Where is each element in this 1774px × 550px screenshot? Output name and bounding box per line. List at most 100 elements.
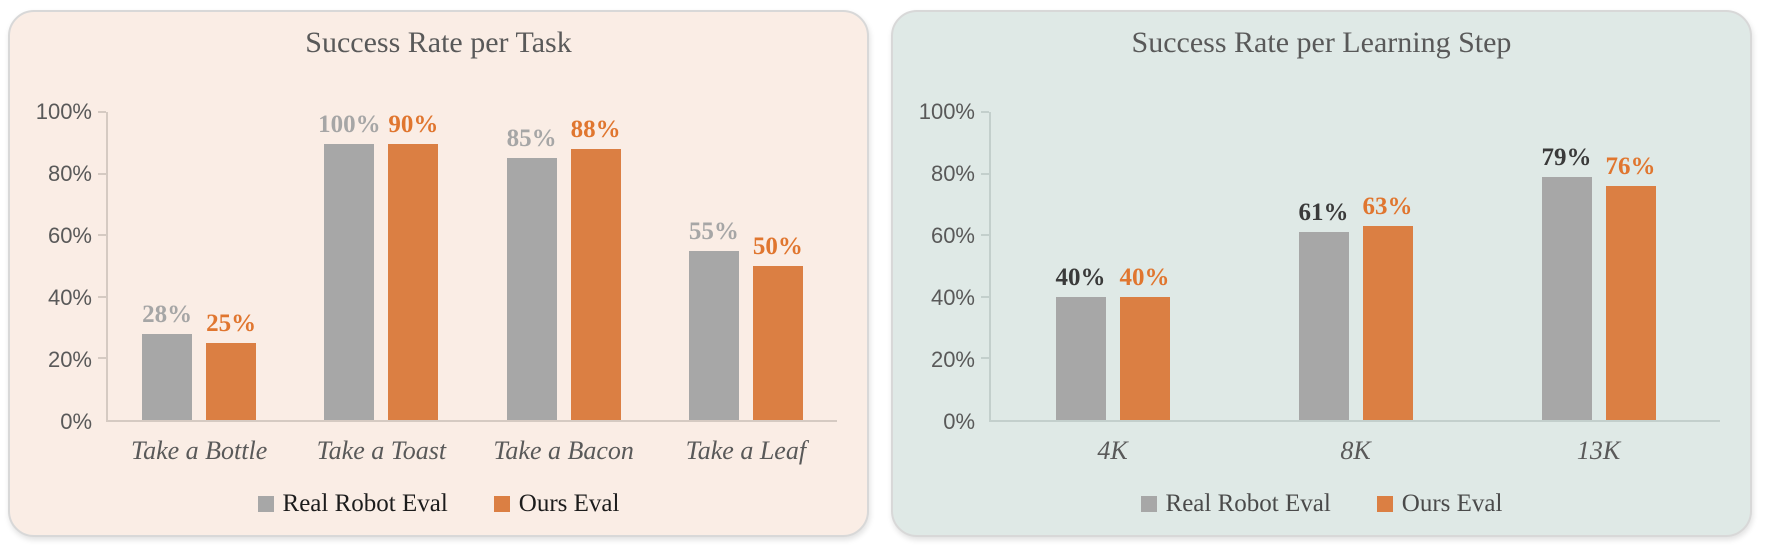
bar-group: 40% 40% — [991, 112, 1234, 420]
bar-wrapper: 85% — [506, 112, 557, 420]
bar-value-label: 85% — [506, 125, 557, 153]
bar — [324, 144, 375, 420]
bar-wrapper: 28% — [142, 112, 193, 420]
legend-item: Real Robot Eval — [257, 490, 448, 518]
bar-group: 55% 50% — [655, 112, 837, 420]
y-axis-tick-label: 0% — [60, 409, 92, 434]
y-axis-tick-mark — [981, 111, 989, 113]
bar-wrapper: 55% — [688, 112, 739, 420]
bar — [1541, 176, 1592, 420]
y-axis-tick-mark — [981, 357, 989, 360]
bar-value-label: 100% — [318, 111, 381, 138]
bar-wrapper: 63% — [1362, 112, 1413, 420]
y-axis-tick-label: 40% — [47, 285, 92, 310]
bar-wrapper: 25% — [206, 112, 257, 420]
bar-value-label: 88% — [570, 115, 621, 143]
x-axis-label: Take a Bottle — [131, 436, 268, 465]
y-axis-tick-mark — [98, 357, 106, 360]
bar — [570, 148, 621, 420]
y-axis-tick-mark — [98, 172, 106, 175]
x-axis-labels: Take a Bottle Take a Toast Take a Bacon Tak… — [108, 436, 837, 466]
legend-swatch — [257, 496, 274, 512]
y-axis-tick-label: 80% — [47, 161, 92, 186]
bar — [206, 343, 257, 420]
x-axis-label: 13K — [1576, 436, 1621, 465]
bar-wrapper: 79% — [1541, 112, 1592, 420]
y-axis-tick-label: 80% — [930, 161, 975, 186]
x-axis-label: 4K — [1097, 436, 1128, 465]
y-axis-tick-label: 40% — [930, 285, 975, 310]
y-axis-tick-mark — [981, 172, 989, 175]
bar-groups: 40% 40% 61% 63% 79% 76% — [991, 112, 1720, 420]
bar-wrapper: 90% — [388, 111, 439, 420]
bar — [752, 266, 803, 420]
chart-title: Success Rate per Learning Step — [1131, 26, 1512, 59]
bar-value-label: 61% — [1298, 199, 1349, 227]
y-axis: 0% 20% 40% 60% 80% 100% — [909, 99, 989, 434]
chart-card-success-rate-per-task: Success Rate per Task 0% 20% 40% 60% 80% 100%… — [8, 10, 869, 537]
legend: Real Robot Eval Ours Eval — [10, 490, 867, 518]
y-axis-tick-mark — [981, 234, 989, 237]
bar — [1298, 232, 1349, 420]
bar-value-label: 50% — [752, 233, 803, 260]
bar-value-label: 63% — [1362, 192, 1413, 220]
y-axis-tick-label: 60% — [930, 223, 975, 248]
bar-value-label: 25% — [206, 310, 257, 337]
legend-label: Real Robot Eval — [282, 490, 448, 517]
x-axis-label: 8K — [1340, 436, 1371, 465]
bar-wrapper: 88% — [570, 112, 621, 420]
bar-wrapper: 100% — [318, 112, 381, 420]
bar-group: 61% 63% — [1234, 112, 1477, 420]
y-axis-tick-label: 20% — [47, 347, 92, 372]
bar — [688, 250, 739, 420]
chart-card-success-rate-per-learning-step: Success Rate per Learning Step 0% 20% 40% 6… — [891, 10, 1752, 537]
bar — [1055, 296, 1106, 420]
bar-group: 85% 88% — [473, 112, 655, 420]
y-axis-tick-label: 100% — [35, 99, 92, 124]
y-axis-tick-label: 100% — [918, 99, 975, 124]
plot-area: 40% 40% 61% 63% 79% 76% — [981, 111, 1720, 422]
plot-row: 0% 20% 40% 60% 80% 100% 28% 25% 100% 90% 85% 88% 55… — [26, 99, 837, 434]
plot-area: 28% 25% 100% 90% 85% 88% 55% 50% — [98, 111, 837, 422]
legend-label: Ours Eval — [518, 490, 620, 517]
bar-value-label: 90% — [388, 111, 439, 138]
bar-group: 100% 90% — [290, 112, 472, 420]
x-axis-label: Take a Bacon — [493, 436, 634, 465]
legend-item: Ours Eval — [1376, 490, 1503, 518]
y-axis-tick-mark — [98, 234, 106, 237]
legend-swatch — [493, 496, 510, 512]
x-axis-label: Take a Toast — [316, 436, 447, 465]
y-axis-tick-mark — [981, 295, 989, 298]
legend-item: Ours Eval — [493, 490, 620, 518]
bar-wrapper: 76% — [1605, 112, 1656, 420]
bar — [142, 333, 193, 420]
bar-value-label: 40% — [1119, 263, 1170, 291]
y-axis-tick-mark — [98, 111, 106, 113]
legend-item: Real Robot Eval — [1140, 490, 1331, 518]
bar — [506, 158, 557, 420]
bar — [1605, 185, 1656, 420]
legend-label: Ours Eval — [1401, 490, 1503, 517]
legend-label: Real Robot Eval — [1165, 490, 1331, 517]
bar-groups: 28% 25% 100% 90% 85% 88% 55% 50% — [108, 112, 837, 420]
bar-value-label: 79% — [1541, 143, 1592, 171]
chart-title: Success Rate per Task — [305, 26, 572, 59]
bar — [1362, 225, 1413, 420]
plot-row: 0% 20% 40% 60% 80% 100% 40% 40% 61% 63% 79% 76% — [909, 99, 1720, 434]
bar-wrapper: 61% — [1298, 112, 1349, 420]
y-axis: 0% 20% 40% 60% 80% 100% — [26, 99, 106, 434]
y-axis-tick-label: 0% — [943, 409, 975, 434]
bar-wrapper: 50% — [752, 112, 803, 420]
bar-group: 28% 25% — [108, 112, 290, 420]
bar — [388, 144, 439, 420]
bar-value-label: 28% — [142, 300, 193, 328]
bar-value-label: 76% — [1605, 152, 1656, 180]
y-axis-tick-label: 20% — [930, 347, 975, 372]
legend-swatch — [1140, 496, 1157, 512]
x-axis-label: Take a Leaf — [685, 436, 807, 465]
bar-wrapper: 40% — [1119, 112, 1170, 420]
x-axis-labels: 4K 8K 13K — [991, 436, 1720, 466]
legend-swatch — [1376, 496, 1393, 512]
bar-value-label: 40% — [1055, 263, 1106, 291]
